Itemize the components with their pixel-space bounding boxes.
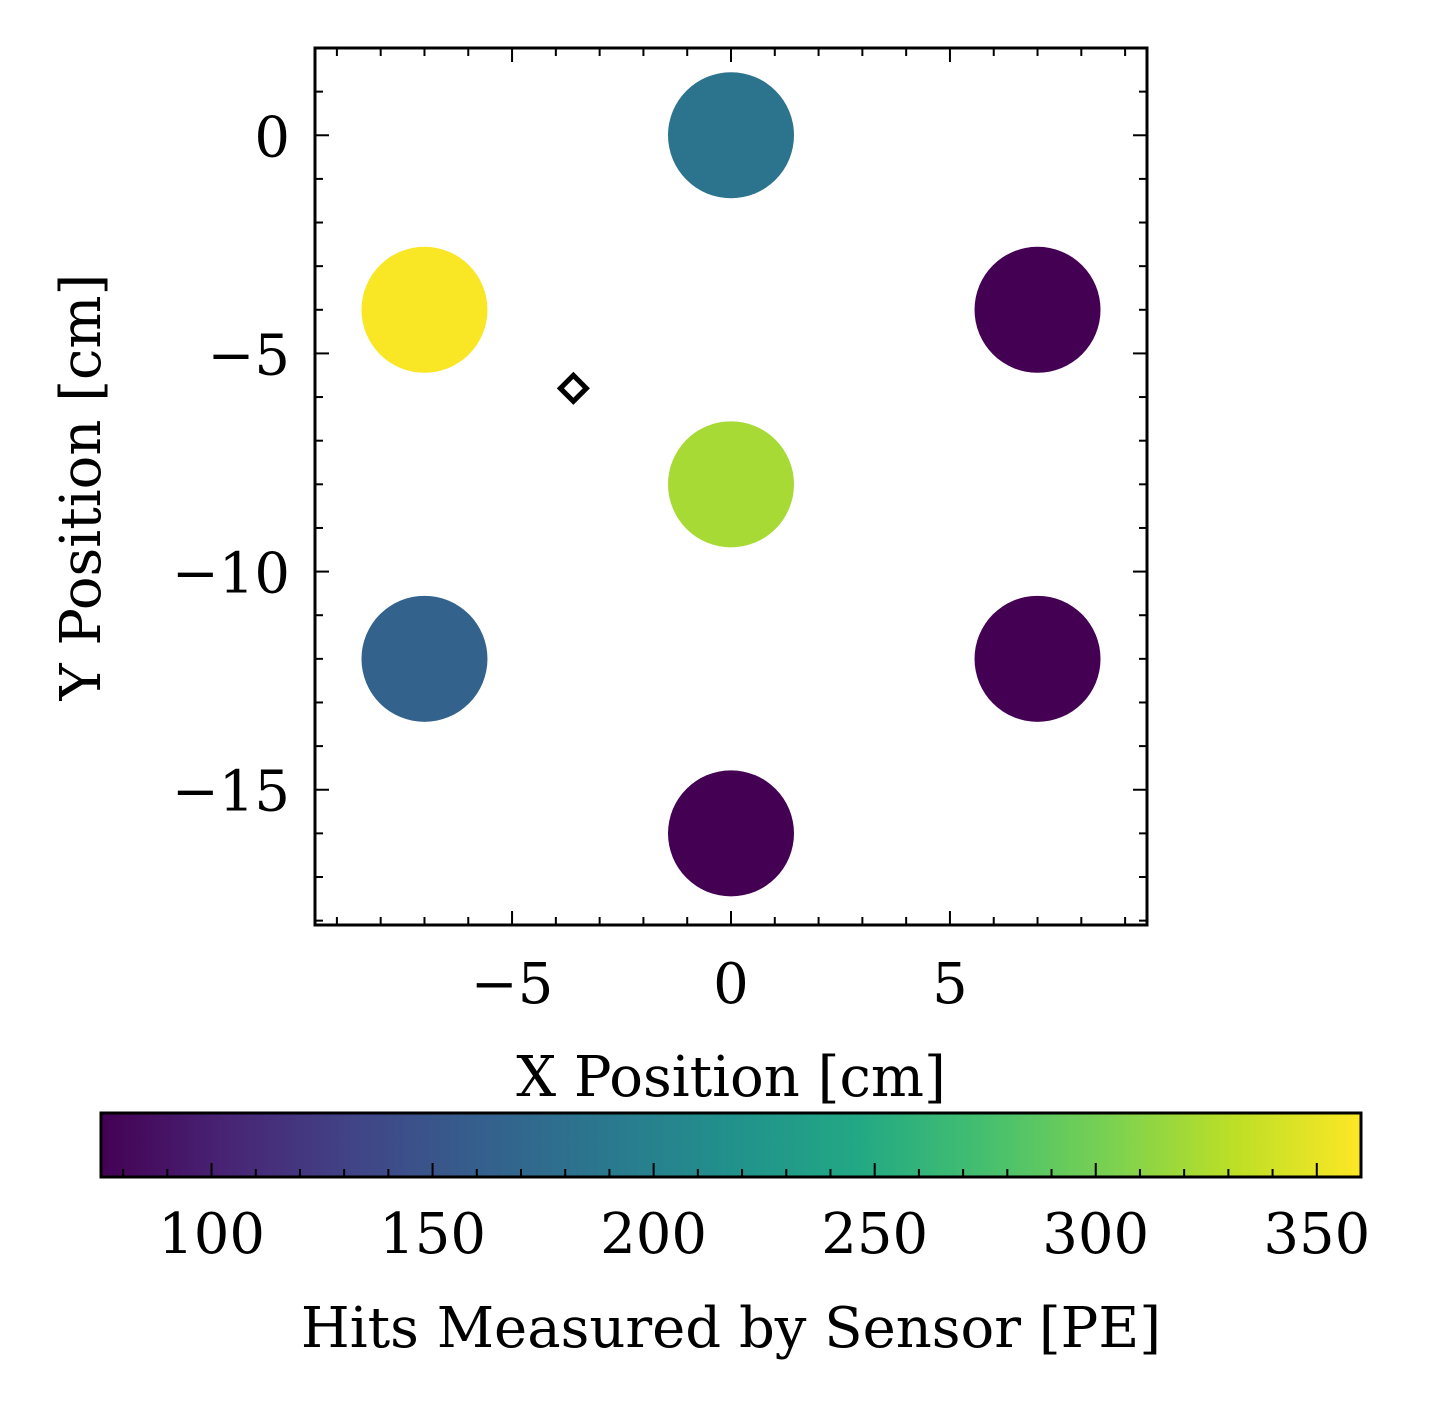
sensor-point-1 [668, 72, 794, 199]
marker-layer [556, 371, 590, 405]
colorbar-tick-label: 150 [379, 1202, 486, 1267]
y-tick-label: 0 [254, 105, 290, 170]
points-layer [361, 72, 1101, 897]
colorbar-tick-label: 300 [1042, 1202, 1149, 1267]
position-marker [556, 371, 590, 405]
colorbar-ticks: 100 150 200 250 300 350 [122, 1163, 1370, 1267]
colorbar-tick-label: 350 [1263, 1202, 1370, 1267]
sensor-point-5 [361, 595, 488, 722]
colorbar-tick-label: 200 [600, 1202, 707, 1267]
sensor-point-4 [668, 421, 794, 548]
sensor-point-6 [974, 595, 1101, 722]
y-axis-ticks: 0 −5 −10 −15 [172, 47, 1147, 922]
sensor-point-7 [668, 770, 794, 897]
x-axis-ticks: −5 0 5 [335, 48, 1127, 1017]
sensor-point-2 [361, 246, 488, 373]
x-tick-label: 5 [932, 952, 968, 1017]
colorbar-tick-label: 250 [821, 1202, 928, 1267]
x-tick-label: −5 [471, 952, 554, 1017]
y-axis-title: Y Position [cm] [49, 274, 114, 702]
colorbar-title: Hits Measured by Sensor [PE] [301, 1296, 1161, 1361]
x-axis-title: X Position [cm] [516, 1045, 946, 1110]
colorbar-tick-label: 100 [158, 1202, 265, 1267]
y-tick-label: −10 [172, 542, 290, 607]
colorbar [99, 1111, 1363, 1179]
x-tick-label: 0 [713, 952, 749, 1017]
sensor-point-3 [974, 246, 1101, 373]
y-tick-label: −15 [172, 760, 290, 825]
y-tick-label: −5 [207, 323, 290, 388]
